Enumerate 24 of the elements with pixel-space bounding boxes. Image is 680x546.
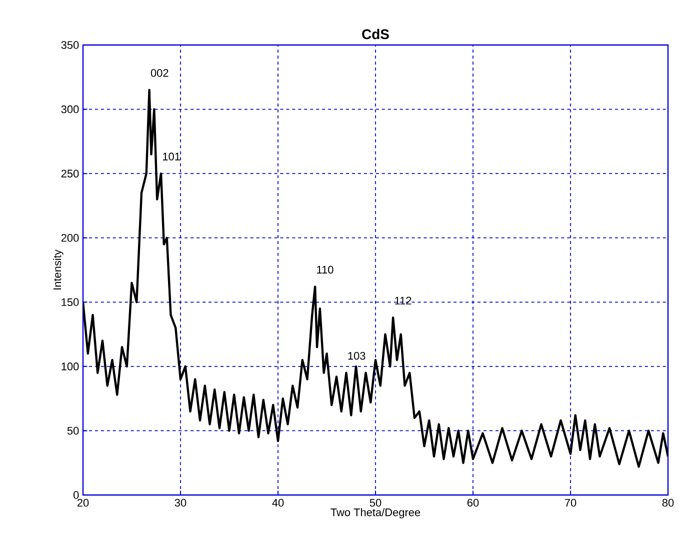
line-series [83, 88, 668, 468]
x-tick-label: 80 [662, 498, 674, 507]
x-tick-label: 40 [272, 498, 284, 507]
annotation: 002 [150, 69, 168, 77]
x-tick-label: 20 [77, 498, 89, 507]
annotation: 112 [395, 296, 412, 304]
y-tick-label: 350 [61, 41, 79, 49]
annotation: 110 [317, 266, 334, 274]
y-tick-label: 250 [61, 170, 79, 178]
annotation: 103 [348, 352, 366, 360]
y-tick-label: 200 [61, 234, 79, 242]
chart-title: CdS [362, 28, 389, 40]
x-axis-title: Two Theta/Degree [330, 508, 420, 518]
y-tick-label: 100 [62, 362, 79, 370]
x-tick-label: 50 [370, 498, 382, 507]
y-tick-label: 300 [61, 105, 79, 114]
y-tick-label: 50 [67, 426, 79, 435]
x-tick-label: 30 [174, 498, 186, 507]
annotation: 101 [163, 152, 180, 160]
y-tick-label: 150 [62, 298, 79, 306]
y-axis-title: Intensity [53, 250, 64, 290]
x-tick-label: 70 [564, 498, 576, 507]
y-tick-label: 0 [73, 491, 79, 499]
x-tick-label: 60 [467, 498, 479, 507]
